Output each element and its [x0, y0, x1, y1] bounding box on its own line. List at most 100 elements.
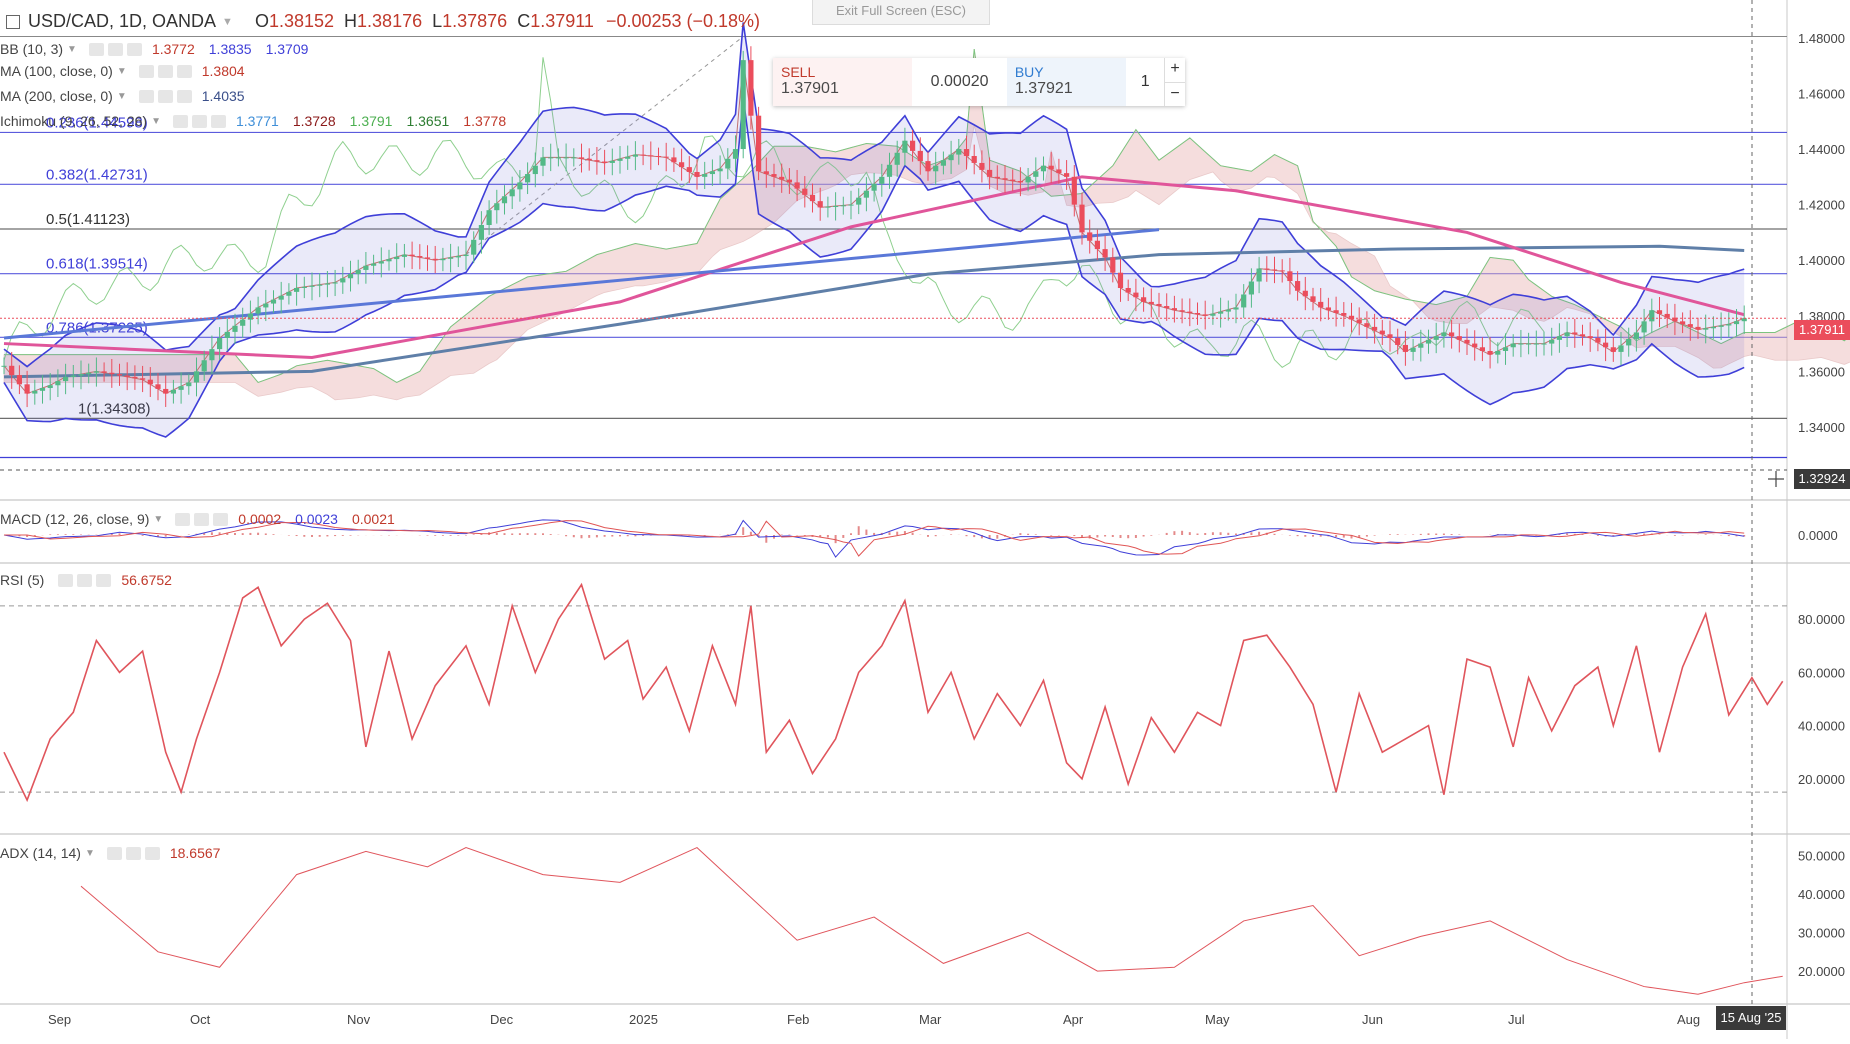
candle-body: [1379, 330, 1385, 335]
time-axis-label: Jun: [1362, 1012, 1383, 1027]
legend-ichimoku-v5: 1.3778: [463, 113, 507, 129]
candle-body: [501, 196, 508, 204]
time-axis-label: May: [1205, 1012, 1230, 1027]
candle-body: [1025, 176, 1031, 183]
candle-body: [1495, 350, 1501, 355]
close-icon[interactable]: [126, 42, 142, 56]
ma200-line: [3, 244, 1745, 379]
candle-body: [1595, 338, 1601, 343]
collapse-icon[interactable]: [6, 14, 20, 29]
close-icon[interactable]: [176, 64, 192, 78]
fib-level-label: 0.382(1.42731): [46, 166, 148, 183]
candle-body: [1287, 271, 1293, 282]
close-icon[interactable]: [144, 846, 160, 860]
legend-ichimoku-v3: 1.3791: [349, 113, 393, 129]
gear-icon[interactable]: [125, 846, 141, 860]
candle-body: [1610, 347, 1616, 352]
chevron-down-icon[interactable]: ▼: [116, 90, 127, 102]
candle-body: [1271, 269, 1278, 271]
eye-icon[interactable]: [88, 42, 104, 56]
candle-body: [809, 194, 816, 202]
chevron-down-icon[interactable]: ▼: [222, 15, 233, 28]
candle-body: [1541, 343, 1547, 345]
candle-body: [625, 156, 631, 159]
candle-body: [1079, 204, 1085, 233]
gear-icon[interactable]: [157, 89, 173, 103]
candle-body: [270, 299, 277, 304]
eye-icon[interactable]: [175, 512, 191, 526]
chevron-down-icon[interactable]: ▼: [84, 847, 95, 859]
chevron-down-icon[interactable]: ▼: [153, 513, 164, 525]
legend-adx: ADX (14, 14) ▼ 18.6567: [0, 845, 234, 861]
candle-body: [1364, 323, 1370, 327]
candle-body: [779, 176, 785, 180]
candle-body: [1579, 334, 1586, 337]
gear-icon[interactable]: [77, 573, 93, 587]
rsi-axis-label: 20.0000: [1798, 772, 1845, 787]
decrease-button[interactable]: −: [1170, 84, 1180, 102]
candle-body: [140, 378, 146, 380]
candle-body: [525, 174, 531, 183]
candle-body: [116, 374, 123, 376]
rsi-axis-label: 80.0000: [1798, 612, 1845, 627]
eye-icon[interactable]: [138, 64, 154, 78]
candle-body: [1302, 290, 1308, 297]
gear-icon[interactable]: [194, 512, 210, 526]
gear-icon[interactable]: [191, 114, 207, 128]
candle-body: [409, 254, 415, 257]
candle-body: [224, 331, 230, 339]
chevron-down-icon[interactable]: ▼: [116, 65, 127, 77]
gear-icon[interactable]: [157, 64, 173, 78]
increase-button[interactable]: +: [1165, 58, 1185, 83]
eye-icon[interactable]: [106, 846, 122, 860]
candle-body: [833, 206, 839, 208]
candle-body: [940, 160, 946, 166]
chevron-down-icon[interactable]: ▼: [151, 115, 161, 127]
eye-icon[interactable]: [138, 89, 154, 103]
candle-body: [794, 182, 800, 189]
candle-body: [1502, 347, 1509, 351]
candle-body: [401, 254, 407, 257]
legend-ma100-value: 1.3804: [201, 63, 245, 79]
legend-bb-upper: 1.3835: [208, 41, 252, 57]
candle-body: [663, 156, 669, 158]
eye-icon[interactable]: [172, 114, 188, 128]
symbol-header: USD/CAD, 1D, OANDA ▼ O1.38152 H1.38176 L…: [0, 11, 760, 32]
eye-icon[interactable]: [58, 573, 74, 587]
price-axis-label: 1.48000: [1798, 31, 1845, 46]
candle-body: [378, 261, 384, 264]
sell-button[interactable]: SELL 1.37901: [773, 58, 913, 106]
legend-ichimoku-name[interactable]: Ichimoku (9, 26, 52, 26): [0, 113, 148, 129]
candle-body: [933, 165, 939, 172]
exit-fullscreen-button[interactable]: Exit Full Screen (ESC): [812, 0, 990, 25]
close-icon[interactable]: [213, 512, 229, 526]
candle-body: [1333, 310, 1339, 313]
close-icon[interactable]: [210, 114, 226, 128]
candle-body: [540, 157, 546, 166]
chevron-down-icon[interactable]: ▼: [67, 43, 77, 55]
legend-adx-name[interactable]: ADX (14, 14): [0, 845, 81, 861]
quantity-field[interactable]: 1: [1140, 73, 1150, 90]
gear-icon[interactable]: [107, 42, 123, 56]
candle-body: [632, 154, 638, 157]
fib-level-label: 1(1.34308): [78, 400, 151, 417]
candle-body: [1141, 297, 1147, 302]
candle-body: [825, 206, 831, 208]
close-icon[interactable]: [176, 89, 192, 103]
buy-button[interactable]: BUY 1.37921: [1006, 58, 1127, 106]
candle-body: [1087, 232, 1093, 241]
legend-ma200-name[interactable]: MA (200, close, 0): [0, 88, 113, 104]
legend-rsi-name[interactable]: RSI (5): [0, 572, 45, 588]
legend-macd-name[interactable]: MACD (12, 26, close, 9): [0, 511, 150, 527]
candle-body: [1218, 311, 1224, 314]
symbol-label[interactable]: USD/CAD, 1D, OANDA: [28, 11, 217, 31]
legend-bb-name[interactable]: BB (10, 3): [0, 41, 64, 57]
legend-ma100-name[interactable]: MA (100, close, 0): [0, 63, 113, 79]
price-change: −0.00253 (−0.18%): [605, 11, 761, 31]
macd-axis-label: 0.0000: [1798, 528, 1838, 543]
candle-body: [1472, 343, 1478, 348]
close-icon[interactable]: [96, 573, 112, 587]
candle-body: [1402, 344, 1408, 352]
